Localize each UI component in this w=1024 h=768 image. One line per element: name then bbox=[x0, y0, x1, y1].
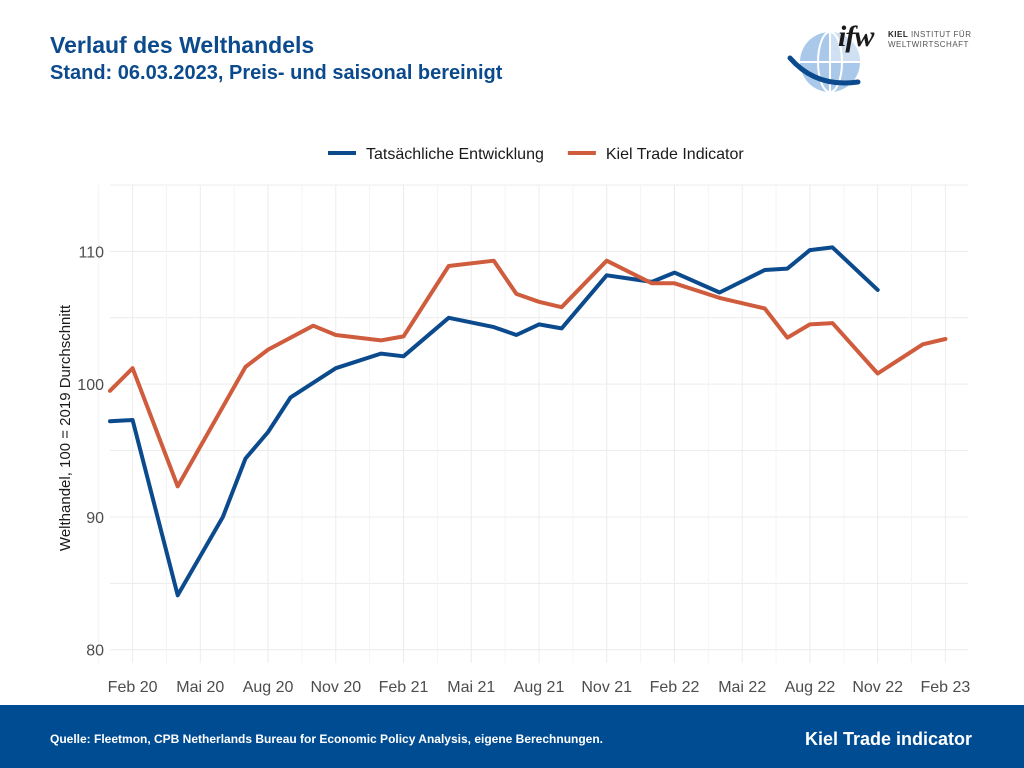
logo-line2: WELTWIRTSCHAFT bbox=[888, 40, 969, 49]
x-tick-label: Aug 20 bbox=[243, 679, 294, 696]
x-tick-label: Nov 21 bbox=[581, 679, 632, 696]
legend-label-2: Kiel Trade Indicator bbox=[606, 146, 745, 163]
x-tick-label: Feb 22 bbox=[650, 679, 700, 696]
x-tick-label: Aug 21 bbox=[514, 679, 565, 696]
logo-line1: KIEL INSTITUT FÜR bbox=[888, 30, 971, 39]
x-tick-label: Feb 20 bbox=[108, 679, 158, 696]
x-tick-label: Feb 23 bbox=[921, 679, 971, 696]
logo-line1-bold: KIEL bbox=[888, 30, 909, 39]
series bbox=[108, 245, 948, 598]
x-tick-label: Nov 20 bbox=[310, 679, 361, 696]
y-tick-label: 110 bbox=[78, 244, 104, 261]
grid bbox=[98, 184, 968, 663]
series-line-2 bbox=[108, 258, 948, 489]
logo-line1-rest: INSTITUT FÜR bbox=[908, 30, 972, 39]
legend-label-1: Tatsächliche Entwicklung bbox=[366, 146, 544, 163]
series-line-1 bbox=[108, 245, 880, 598]
x-tick-label: Nov 22 bbox=[852, 679, 903, 696]
footer-source: Quelle: Fleetmon, CPB Netherlands Bureau… bbox=[50, 732, 604, 746]
globe-icon bbox=[787, 31, 861, 93]
page-title: Verlauf des Welthandels bbox=[50, 32, 315, 58]
legend: Tatsächliche Entwicklung Kiel Trade Indic… bbox=[328, 146, 744, 163]
x-tick-label: Aug 22 bbox=[785, 679, 836, 696]
y-tick-label: 100 bbox=[77, 377, 104, 394]
ifw-logo: ifw KIEL INSTITUT FÜR WELTWIRTSCHAFT bbox=[786, 18, 986, 98]
logo-wordmark: ifw bbox=[838, 20, 874, 53]
y-tick-label: 80 bbox=[86, 643, 104, 660]
footer-bar: Quelle: Fleetmon, CPB Netherlands Bureau… bbox=[0, 705, 1024, 768]
x-tick-label: Mai 22 bbox=[718, 679, 766, 696]
x-tick-label: Feb 21 bbox=[379, 679, 429, 696]
y-tick-label: 90 bbox=[86, 510, 104, 527]
axes: 80 90 100 110 Feb 20 Mai 20 Aug 20 Nov 20 Feb 21… bbox=[57, 244, 970, 696]
footer-brand: Kiel Trade indicator bbox=[804, 729, 972, 749]
y-axis-label: Welthandel, 100 = 2019 Durchschnitt bbox=[57, 304, 74, 551]
x-tick-label: Mai 21 bbox=[447, 679, 495, 696]
trade-chart: 80 90 100 110 Feb 20 Mai 20 Aug 20 Nov 20 Feb 21… bbox=[57, 146, 970, 696]
x-tick-label: Mai 20 bbox=[176, 679, 224, 696]
page-subtitle: Stand: 06.03.2023, Preis- und saisonal b… bbox=[50, 62, 503, 84]
